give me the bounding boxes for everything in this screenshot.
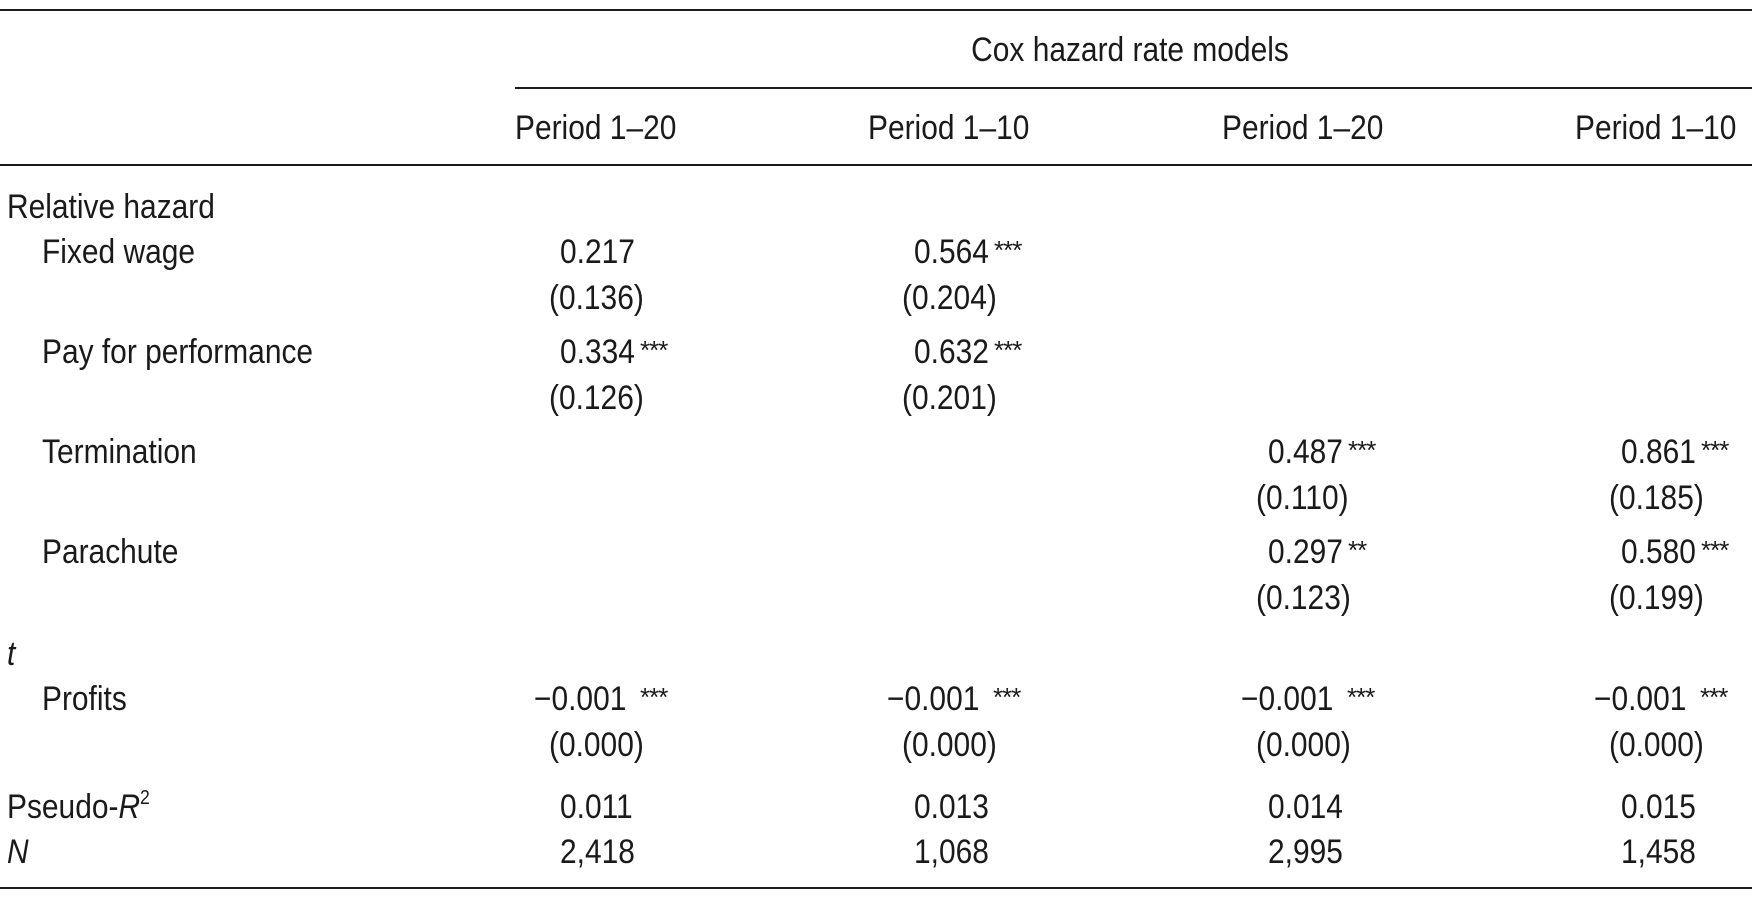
n-c3: 2,995: [1268, 833, 1343, 871]
row-label-termination: Termination: [42, 433, 197, 471]
n-c4: 1,458: [1621, 833, 1696, 871]
coef-parachute-c4: 0.580 ***: [1621, 532, 1752, 572]
column-header-2: Period 1–10: [868, 109, 1030, 147]
se-fixed-wage-c2: (0.204): [902, 279, 997, 317]
row-label-pay-for-performance: Pay for performance: [42, 333, 314, 371]
pseudo-r2-c1: 0.011: [560, 788, 633, 826]
coef-termination-c3: 0.487 ***: [1268, 432, 1508, 472]
coef-profits-c2: −0.001 ***: [887, 679, 1127, 719]
significance-stars: ***: [1348, 435, 1376, 465]
se-parachute-c3: (0.123): [1256, 579, 1351, 617]
coef-profits-c1: −0.001 ***: [534, 679, 774, 719]
significance-stars: ***: [1701, 535, 1729, 565]
se-profits-c4: (0.000): [1609, 726, 1704, 764]
se-pay-for-performance-c1: (0.126): [549, 379, 644, 417]
column-header-1: Period 1–20: [515, 109, 677, 147]
column-header-3: Period 1–20: [1222, 109, 1384, 147]
se-profits-c3: (0.000): [1256, 726, 1351, 764]
row-label-pseudo-r2: Pseudo-R2: [7, 786, 150, 826]
section-label-t: t: [7, 635, 16, 673]
se-parachute-c4: (0.199): [1609, 579, 1704, 617]
n-c1: 2,418: [560, 833, 635, 871]
significance-stars: ***: [640, 682, 668, 712]
pseudo-r2-c2: 0.013: [914, 788, 989, 826]
significance-stars: ***: [1347, 682, 1375, 712]
significance-stars: ***: [993, 682, 1021, 712]
significance-stars: ***: [1700, 682, 1728, 712]
column-header-4: Period 1–10: [1575, 109, 1737, 147]
bottom-rule: [0, 887, 1752, 889]
top-rule: [0, 9, 1752, 11]
significance-stars: ***: [640, 335, 668, 365]
coef-pay-for-performance-c1: 0.334 ***: [560, 332, 800, 372]
coef-profits-c4: −0.001 ***: [1594, 679, 1752, 719]
se-fixed-wage-c1: (0.136): [549, 279, 644, 317]
se-profits-c2: (0.000): [902, 726, 997, 764]
row-label-parachute: Parachute: [42, 533, 179, 571]
coef-fixed-wage-c2: 0.564 ***: [914, 232, 1154, 272]
significance-stars: ***: [994, 335, 1022, 365]
se-termination-c3: (0.110): [1256, 479, 1349, 517]
coef-fixed-wage-c1: 0.217: [560, 233, 635, 271]
se-termination-c4: (0.185): [1609, 479, 1704, 517]
coef-parachute-c3: 0.297 **: [1268, 532, 1508, 572]
significance-stars: ***: [994, 235, 1022, 265]
coef-pay-for-performance-c2: 0.632 ***: [914, 332, 1154, 372]
significance-stars: **: [1348, 535, 1367, 565]
significance-stars: ***: [1701, 435, 1729, 465]
pseudo-r2-c4: 0.015: [1621, 788, 1696, 826]
se-pay-for-performance-c2: (0.201): [902, 379, 997, 417]
coef-termination-c4: 0.861 ***: [1621, 432, 1752, 472]
coef-profits-c3: −0.001 ***: [1241, 679, 1481, 719]
section-label-relative-hazard: Relative hazard: [7, 188, 215, 226]
group-header: Cox hazard rate models: [971, 31, 1289, 69]
pseudo-r2-c3: 0.014: [1268, 788, 1343, 826]
row-label-n: N: [7, 833, 29, 871]
n-c2: 1,068: [914, 833, 989, 871]
column-header-rule: [0, 164, 1752, 166]
row-label-profits: Profits: [42, 680, 127, 718]
group-header-rule: [515, 87, 1752, 89]
row-label-fixed-wage: Fixed wage: [42, 233, 196, 271]
se-profits-c1: (0.000): [549, 726, 644, 764]
